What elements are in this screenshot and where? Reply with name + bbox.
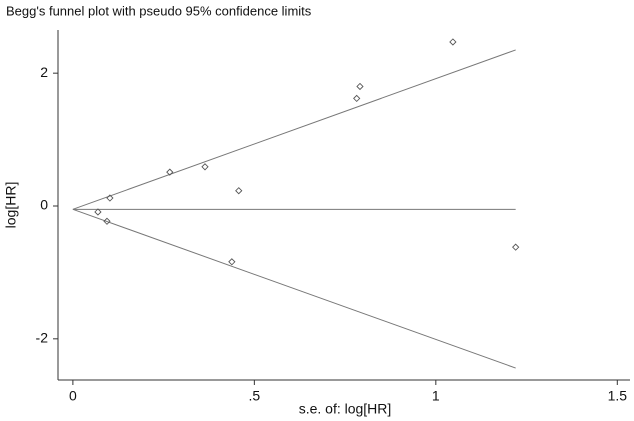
x-tick-label: 1.5	[608, 388, 628, 404]
study-point	[353, 94, 361, 103]
study-point	[166, 168, 174, 176]
study-point	[94, 208, 102, 216]
y-tick-label: 0	[40, 197, 48, 213]
study-point	[228, 258, 236, 266]
x-tick-label: 0	[69, 388, 77, 404]
x-tick-label: .5	[249, 388, 261, 404]
study-point	[356, 82, 364, 91]
study-point	[106, 194, 114, 202]
x-axis-label: s.e. of: log[HR]	[299, 401, 392, 417]
study-point	[103, 217, 111, 225]
y-axis-label: log[HR]	[3, 182, 19, 229]
chart-title: Begg's funnel plot with pseudo 95% confi…	[6, 3, 312, 18]
x-tick-label: 1	[432, 388, 440, 404]
study-point	[235, 187, 243, 195]
study-point	[512, 243, 520, 251]
study-point	[449, 38, 457, 46]
funnel-line	[72, 49, 516, 210]
y-tick-label: 2	[40, 64, 48, 80]
y-tick-label: -2	[36, 330, 49, 346]
funnel-line	[72, 208, 516, 369]
study-point	[201, 163, 209, 171]
